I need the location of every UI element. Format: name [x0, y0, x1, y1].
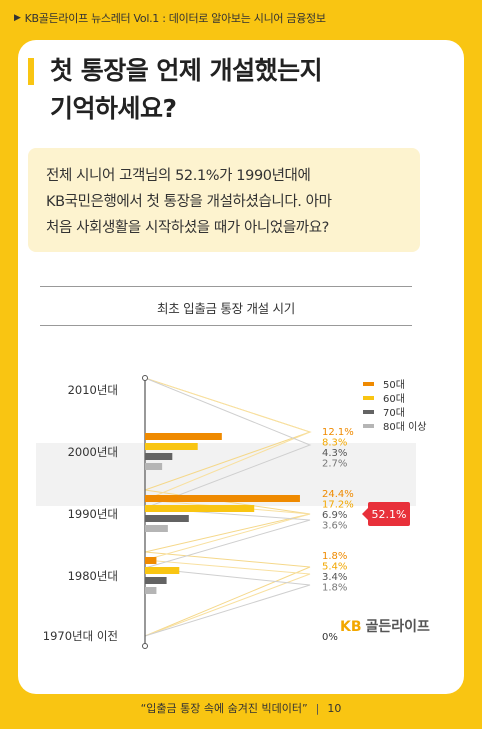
newsletter-header: ▶ KB골든라이프 뉴스레터 Vol.1 : 데이터로 알아보는 시니어 금융정… [14, 10, 326, 26]
data-label: 1.8% [322, 583, 347, 594]
footer: “입출금 통장 속에 숨겨진 빅데이터” | 10 [0, 700, 482, 716]
axis-bottom-marker [142, 643, 148, 649]
legend-label: 60대 [383, 393, 405, 405]
title-line-2: 기억하세요? [50, 94, 177, 123]
bar [145, 453, 173, 460]
chart-title-rule-top [40, 286, 412, 287]
logo-kb: KB [340, 619, 362, 635]
callout-text: 52.1% [372, 508, 407, 521]
chart-title: 최초 입출금 통장 개설 시기 [157, 301, 295, 316]
bar [145, 433, 222, 440]
legend-label: 50대 [383, 379, 405, 391]
data-label: 6.9% [322, 510, 347, 521]
legend-swatch [363, 410, 374, 414]
connector-line [144, 377, 312, 637]
bar [145, 463, 163, 470]
footer-separator: | [315, 702, 320, 715]
category-label: 2010년대 [68, 383, 118, 397]
logo-name: 골든라이프 [365, 619, 430, 635]
data-label: 2.7% [322, 459, 347, 470]
bar [145, 515, 189, 522]
callout-pointer [362, 508, 368, 520]
bar [145, 587, 157, 594]
data-label: 1.8% [322, 551, 347, 562]
data-label: 3.6% [322, 521, 347, 532]
data-label: 24.4% [322, 489, 354, 500]
data-label: 8.3% [322, 438, 347, 449]
summary-line-2: KB국민은행에서 첫 통장을 개설하셨습니다. 아마 [46, 194, 332, 210]
data-label: 0% [322, 632, 338, 643]
bar [145, 495, 300, 502]
connector-line [144, 377, 312, 637]
legend-label: 80대 이상 [383, 421, 427, 433]
callout-box [368, 502, 410, 526]
axis-top-marker [142, 375, 148, 381]
data-label: 4.3% [322, 448, 347, 459]
legend-label: 70대 [383, 407, 405, 419]
data-label: 3.4% [322, 572, 347, 583]
kb-golden-life-logo: KB 골든라이프 [340, 616, 430, 636]
title-accent-bar [28, 58, 34, 85]
bar [145, 525, 168, 532]
bar [145, 567, 180, 574]
category-label: 1980년대 [68, 569, 118, 583]
bar [145, 443, 198, 450]
footer-quote: “입출금 통장 속에 숨겨진 빅데이터” [140, 702, 308, 715]
chart-title-rule-bottom [40, 325, 412, 326]
title-line-1: 첫 통장을 언제 개설했는지 [50, 56, 323, 85]
bar [145, 557, 157, 564]
bar [145, 505, 255, 512]
triangle-icon: ▶ [14, 13, 21, 23]
bar [145, 577, 167, 584]
category-label: 2000년대 [68, 445, 118, 459]
data-label: 12.1% [322, 427, 354, 438]
summary-box: 전체 시니어 고객님의 52.1%가 1990년대에 KB국민은행에서 첫 통장… [28, 148, 420, 252]
legend-swatch [363, 424, 374, 428]
data-label: 17.2% [322, 500, 354, 511]
data-label: 5.4% [322, 562, 347, 573]
summary-line-3: 처음 사회생활을 시작하셨을 때가 아니었을까요? [46, 220, 329, 236]
category-label: 1970년대 이전 [43, 629, 118, 643]
newsletter-header-text: KB골든라이프 뉴스레터 Vol.1 : 데이터로 알아보는 시니어 금융정보 [24, 12, 326, 25]
legend-swatch [363, 382, 374, 386]
summary-line-1: 전체 시니어 고객님의 52.1%가 1990년대에 [46, 168, 311, 184]
category-label: 1990년대 [68, 507, 118, 521]
page-number: 10 [327, 702, 342, 715]
page-title: 첫 통장을 언제 개설했는지 기억하세요? [50, 52, 410, 128]
legend-swatch [363, 396, 374, 400]
